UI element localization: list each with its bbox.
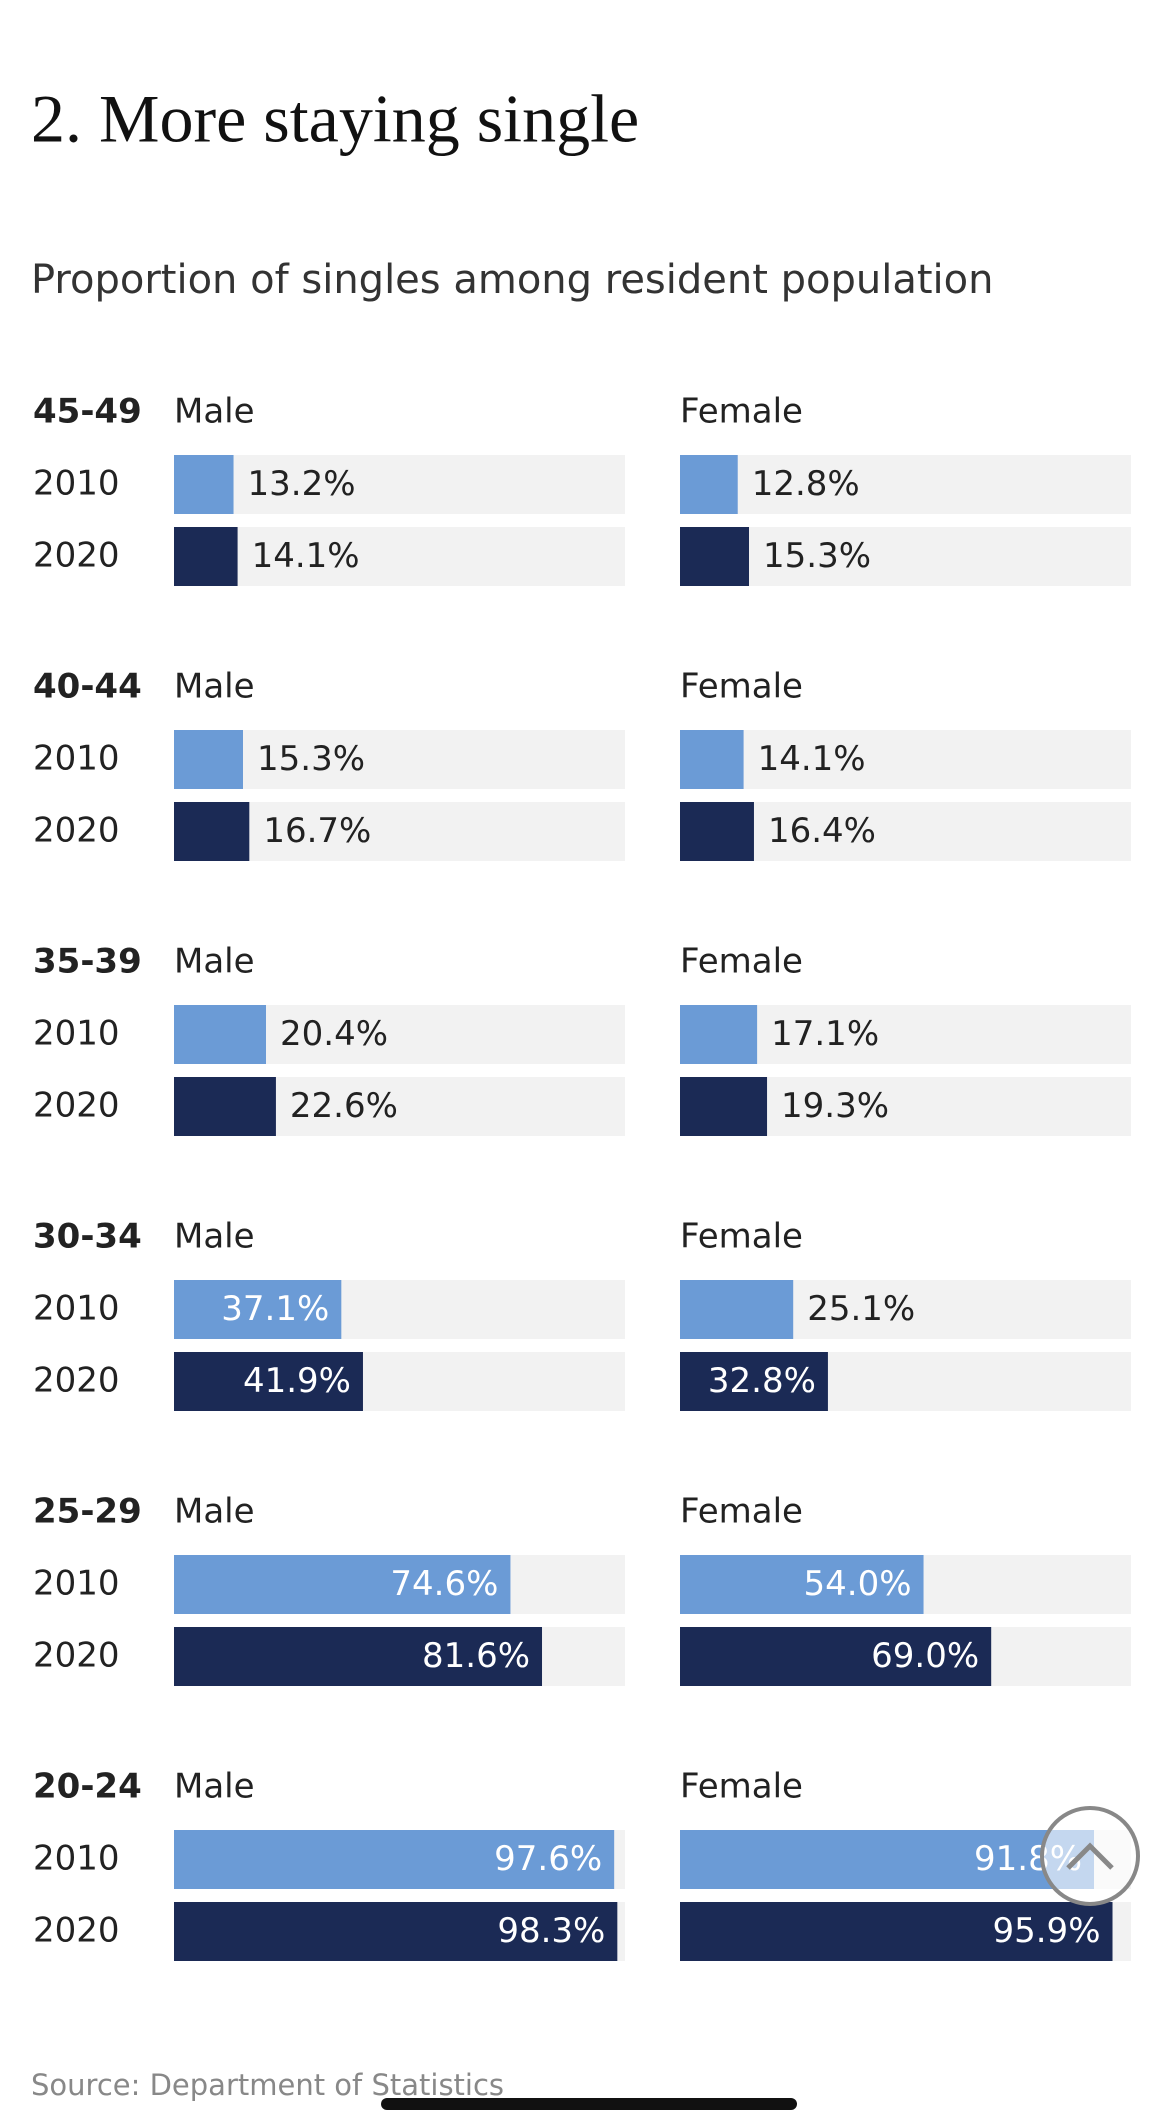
age-group: 40-44 [33,667,142,707]
bar [680,1005,758,1064]
value-label: 14.1% [252,536,360,576]
year-label: 2010 [33,1289,120,1329]
bar [174,1627,543,1686]
value-label: 98.3% [497,1911,605,1951]
value-label: 17.1% [771,1014,879,1054]
bar [680,1280,794,1339]
bar [174,1352,363,1411]
legend-label: Female [680,1492,803,1532]
value-label: 54.0% [804,1564,912,1604]
bar [174,527,238,586]
value-label: 25.1% [807,1289,915,1329]
legend-label: Male [174,1767,255,1807]
value-label: 81.6% [422,1636,530,1676]
scroll-top-arrow[interactable] [1066,1842,1114,1870]
bar [680,455,738,514]
bar-track [174,455,625,514]
year-label: 2010 [33,1839,120,1879]
year-label: 2020 [33,1086,120,1126]
bar [680,1077,768,1136]
legend-label: Female [680,667,803,707]
value-label: 69.0% [871,1636,979,1676]
bar [680,1830,1095,1889]
value-label: 14.1% [758,739,866,779]
bar-track [680,802,1131,861]
bar-track [174,527,625,586]
value-label: 13.2% [248,464,356,504]
bar [680,730,744,789]
value-label: 19.3% [781,1086,889,1126]
legend-label: Female [680,392,803,432]
bar [680,1902,1113,1961]
bar [174,730,244,789]
bar [174,1077,276,1136]
year-label: 2020 [33,1361,120,1401]
legend-label: Male [174,392,255,432]
value-label: 95.9% [992,1911,1100,1951]
bar [680,802,754,861]
age-group: 35-39 [33,942,142,982]
year-label: 2010 [33,1564,120,1604]
bar [174,1902,618,1961]
value-label: 41.9% [243,1361,351,1401]
value-label: 32.8% [708,1361,816,1401]
legend-label: Female [680,1217,803,1257]
legend-label: Male [174,667,255,707]
bar [174,1555,511,1614]
legend-label: Male [174,942,255,982]
bar [680,1627,992,1686]
year-label: 2010 [33,1014,120,1054]
year-label: 2020 [33,1911,120,1951]
value-label: 16.4% [768,811,876,851]
bar-track [174,730,625,789]
scroll-top-button[interactable] [1040,1806,1140,1906]
bar [680,1352,828,1411]
legend-label: Male [174,1492,255,1532]
value-label: 15.3% [763,536,871,576]
value-label: 15.3% [257,739,365,779]
age-group: 20-24 [33,1767,142,1807]
legend-label: Female [680,942,803,982]
bar-track [680,455,1131,514]
source: Source: Department of Statistics [31,2068,504,2102]
bar [174,455,234,514]
year-label: 2010 [33,739,120,779]
age-group: 30-34 [33,1217,142,1257]
age-group: 45-49 [33,392,142,432]
scroll-top-circle[interactable] [1040,1806,1140,1906]
bar [174,802,250,861]
year-label: 2010 [33,464,120,504]
year-label: 2020 [33,811,120,851]
value-label: 97.6% [494,1839,602,1879]
home-indicator [381,2098,797,2110]
value-label: 20.4% [280,1014,388,1054]
year-label: 2020 [33,536,120,576]
legend-label: Female [680,1767,803,1807]
bar-track [680,730,1131,789]
year-label: 2020 [33,1636,120,1676]
value-label: 74.6% [390,1564,498,1604]
bar [174,1005,267,1064]
value-label: 12.8% [752,464,860,504]
subtitle: Proportion of singles among resident pop… [31,257,993,303]
bar [174,1830,615,1889]
legend-label: Male [174,1217,255,1257]
title: 2. More staying single [31,81,639,157]
bar-track [680,527,1131,586]
bar [680,527,750,586]
age-group: 25-29 [33,1492,142,1532]
bar [680,1555,924,1614]
value-label: 37.1% [221,1289,329,1329]
bar [174,1280,342,1339]
value-label: 22.6% [290,1086,398,1126]
value-label: 16.7% [263,811,371,851]
